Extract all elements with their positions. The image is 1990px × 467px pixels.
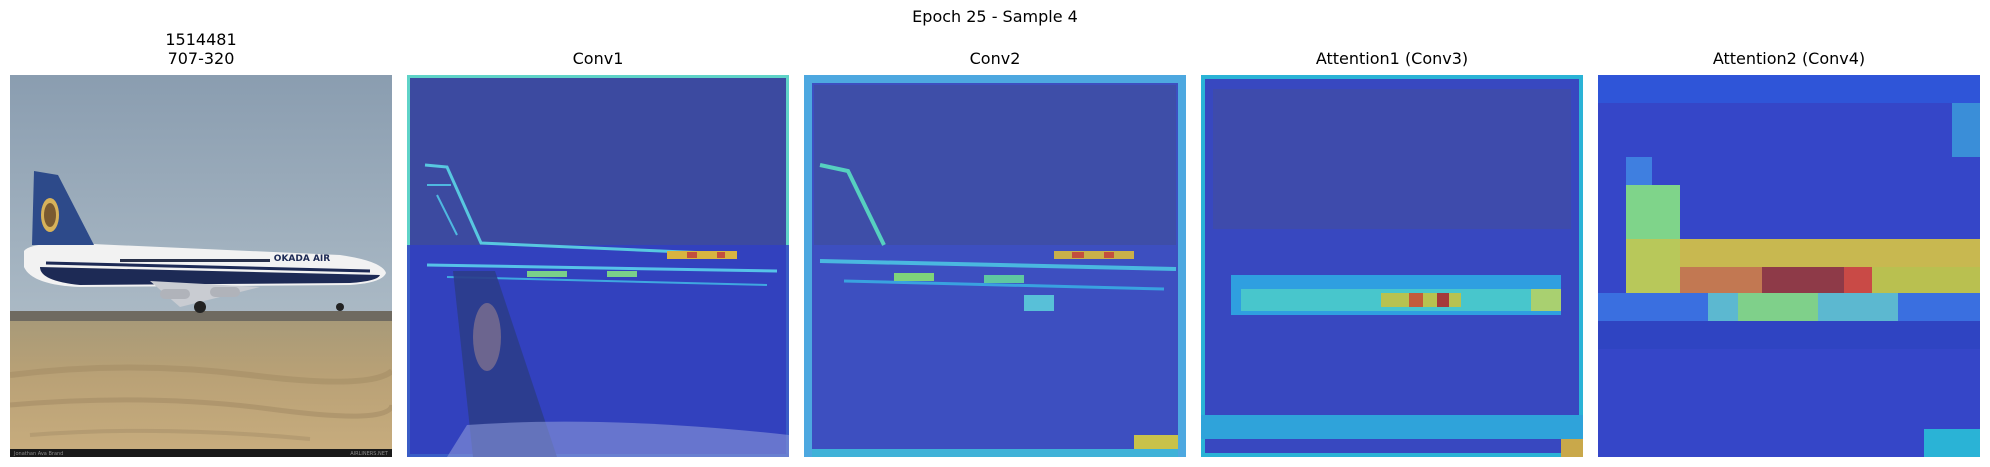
attention1-heatmap <box>1201 75 1583 457</box>
livery-text: OKADA AIR <box>274 254 330 264</box>
attention1-map <box>1201 75 1583 457</box>
panel-title-conv1: Conv1 <box>572 49 624 68</box>
figure-suptitle: Epoch 25 - Sample 4 <box>912 7 1078 26</box>
photo-credit-left: Jonathan Ava Brand <box>13 451 63 457</box>
attention2-heatmap <box>1598 75 1980 457</box>
panel-title-original: 1514481 707-320 <box>10 30 392 68</box>
attention2-map <box>1598 75 1980 457</box>
image-id-label: 1514481 <box>165 30 237 49</box>
panel-title-attention2: Attention2 (Conv4) <box>1712 49 1866 68</box>
original-photo: OKADA AIR Jonathan Ava Brand AIRLINERS.N… <box>10 75 392 457</box>
panel-title-conv2: Conv2 <box>969 49 1021 68</box>
conv2-heatmap <box>804 75 1186 457</box>
photo-credit-right: AIRLINERS.NET <box>350 451 389 457</box>
panel-title-attention1: Attention1 (Conv3) <box>1315 49 1469 68</box>
airplane-photo: OKADA AIR Jonathan Ava Brand AIRLINERS.N… <box>10 75 392 457</box>
conv1-feature-overlay <box>407 75 789 457</box>
conv2-feature-overlay <box>804 75 1186 457</box>
aircraft-type-label: 707-320 <box>167 49 235 68</box>
conv1-heatmap <box>407 75 789 457</box>
